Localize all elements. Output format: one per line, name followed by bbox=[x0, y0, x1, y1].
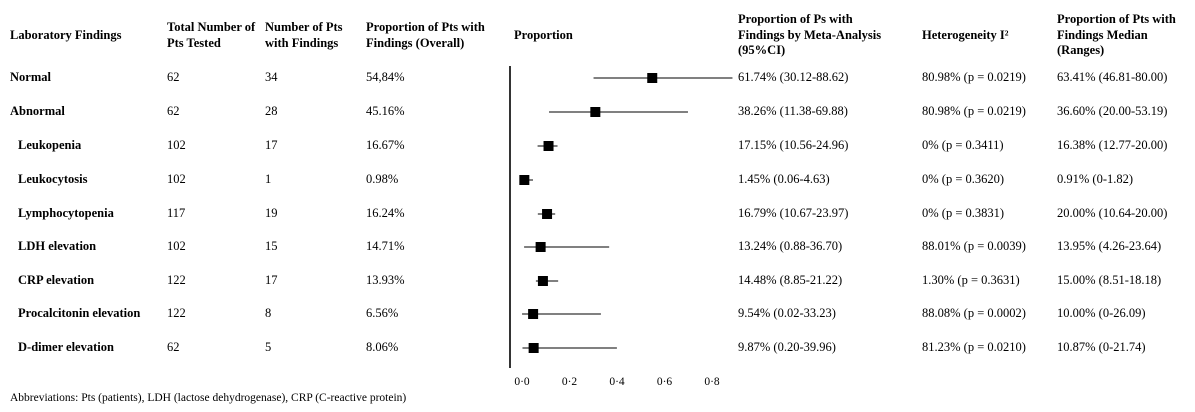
row-median: 16.38% (12.77-20.00) bbox=[1057, 138, 1168, 152]
x-tick-label: 0·6 bbox=[657, 376, 673, 388]
point-estimate bbox=[528, 309, 539, 319]
row-overall: 16.67% bbox=[366, 138, 405, 152]
point-estimate bbox=[535, 242, 546, 252]
row-with-findings: 5 bbox=[265, 340, 272, 354]
row-median: 13.95% (4.26-23.64) bbox=[1057, 239, 1162, 253]
header-tested: Total Number of Pts Tested bbox=[167, 20, 256, 50]
row-median: 15.00% (8.51-18.18) bbox=[1057, 273, 1162, 287]
row-with-findings: 17 bbox=[265, 273, 278, 287]
row-median: 20.00% (10.64-20.00) bbox=[1057, 206, 1168, 220]
row-heterogeneity: 1.30% (p = 0.3631) bbox=[922, 273, 1020, 287]
row-overall: 16.24% bbox=[366, 206, 405, 220]
row-tested: 62 bbox=[167, 340, 180, 354]
row-overall: 0.98% bbox=[366, 172, 399, 186]
header-with-findings: Number of Pts with Findings bbox=[265, 20, 343, 50]
row-tested: 122 bbox=[167, 306, 186, 320]
row-with-findings: 28 bbox=[265, 104, 278, 118]
header-median: Proportion of Pts with Findings Median (… bbox=[1057, 12, 1176, 57]
row-overall: 8.06% bbox=[366, 340, 399, 354]
row-overall: 13.93% bbox=[366, 273, 405, 287]
row-heterogeneity: 81.23% (p = 0.0210) bbox=[922, 340, 1026, 354]
footnote: Abbreviations: Pts (patients), LDH (lact… bbox=[10, 392, 407, 404]
header-lab: Laboratory Findings bbox=[10, 28, 122, 42]
row-label: LDH elevation bbox=[18, 239, 97, 253]
x-tick-label: 0·0 bbox=[514, 376, 530, 388]
row-tested: 102 bbox=[167, 239, 186, 253]
row-with-findings: 1 bbox=[265, 172, 272, 186]
row-meta: 16.79% (10.67-23.97) bbox=[738, 206, 849, 220]
row-overall: 14.71% bbox=[366, 239, 405, 253]
row-label: Lymphocytopenia bbox=[18, 206, 114, 220]
row-meta: 17.15% (10.56-24.96) bbox=[738, 138, 849, 152]
row-meta: 13.24% (0.88-36.70) bbox=[738, 239, 843, 253]
row-tested: 122 bbox=[167, 273, 186, 287]
x-tick-label: 0·2 bbox=[562, 376, 578, 388]
header-overall: Proportion of Pts with Findings (Overall… bbox=[366, 20, 485, 50]
row-with-findings: 34 bbox=[265, 70, 278, 84]
x-tick-label: 0·8 bbox=[704, 376, 720, 388]
row-tested: 102 bbox=[167, 172, 186, 186]
header-proportion: Proportion bbox=[514, 28, 573, 42]
row-label: Leukopenia bbox=[18, 138, 82, 152]
row-meta: 9.54% (0.02-33.23) bbox=[738, 306, 836, 320]
row-meta: 1.45% (0.06-4.63) bbox=[738, 172, 830, 186]
row-label: Normal bbox=[10, 70, 51, 84]
row-meta: 9.87% (0.20-39.96) bbox=[738, 340, 836, 354]
row-label: D-dimer elevation bbox=[18, 340, 114, 354]
row-heterogeneity: 0% (p = 0.3411) bbox=[922, 138, 1004, 152]
row-label: Procalcitonin elevation bbox=[18, 306, 141, 320]
x-tick-label: 0·4 bbox=[609, 376, 625, 388]
row-tested: 62 bbox=[167, 70, 180, 84]
row-tested: 102 bbox=[167, 138, 186, 152]
row-label: CRP elevation bbox=[18, 273, 95, 287]
row-tested: 62 bbox=[167, 104, 180, 118]
row-label: Abnormal bbox=[10, 104, 65, 118]
row-overall: 6.56% bbox=[366, 306, 399, 320]
row-meta: 61.74% (30.12-88.62) bbox=[738, 70, 849, 84]
row-median: 10.87% (0-21.74) bbox=[1057, 340, 1146, 354]
row-median: 63.41% (46.81-80.00) bbox=[1057, 70, 1168, 84]
row-overall: 45.16% bbox=[366, 104, 405, 118]
row-median: 36.60% (20.00-53.19) bbox=[1057, 104, 1168, 118]
row-meta: 38.26% (11.38-69.88) bbox=[738, 104, 848, 118]
row-heterogeneity: 0% (p = 0.3620) bbox=[922, 172, 1005, 186]
point-estimate bbox=[543, 141, 554, 151]
row-heterogeneity: 80.98% (p = 0.0219) bbox=[922, 104, 1026, 118]
row-overall: 54,84% bbox=[366, 70, 405, 84]
row-with-findings: 19 bbox=[265, 206, 278, 220]
row-heterogeneity: 0% (p = 0.3831) bbox=[922, 206, 1005, 220]
point-estimate bbox=[647, 73, 658, 83]
row-label: Leukocytosis bbox=[18, 172, 88, 186]
row-meta: 14.48% (8.85-21.22) bbox=[738, 273, 843, 287]
header-heterogeneity: Heterogeneity I² bbox=[922, 28, 1009, 42]
point-estimate bbox=[528, 343, 539, 353]
row-median: 10.00% (0-26.09) bbox=[1057, 306, 1146, 320]
row-heterogeneity: 88.01% (p = 0.0039) bbox=[922, 239, 1026, 253]
row-with-findings: 8 bbox=[265, 306, 272, 320]
row-heterogeneity: 80.98% (p = 0.0219) bbox=[922, 70, 1026, 84]
row-with-findings: 17 bbox=[265, 138, 278, 152]
row-heterogeneity: 88.08% (p = 0.0002) bbox=[922, 306, 1026, 320]
point-estimate bbox=[537, 276, 548, 286]
row-tested: 117 bbox=[167, 206, 186, 220]
point-estimate bbox=[590, 107, 601, 117]
row-with-findings: 15 bbox=[265, 239, 278, 253]
point-estimate bbox=[542, 209, 553, 219]
point-estimate bbox=[519, 175, 530, 185]
header-meta: Proportion of Ps with Findings by Meta-A… bbox=[738, 12, 882, 57]
row-median: 0.91% (0-1.82) bbox=[1057, 172, 1134, 186]
